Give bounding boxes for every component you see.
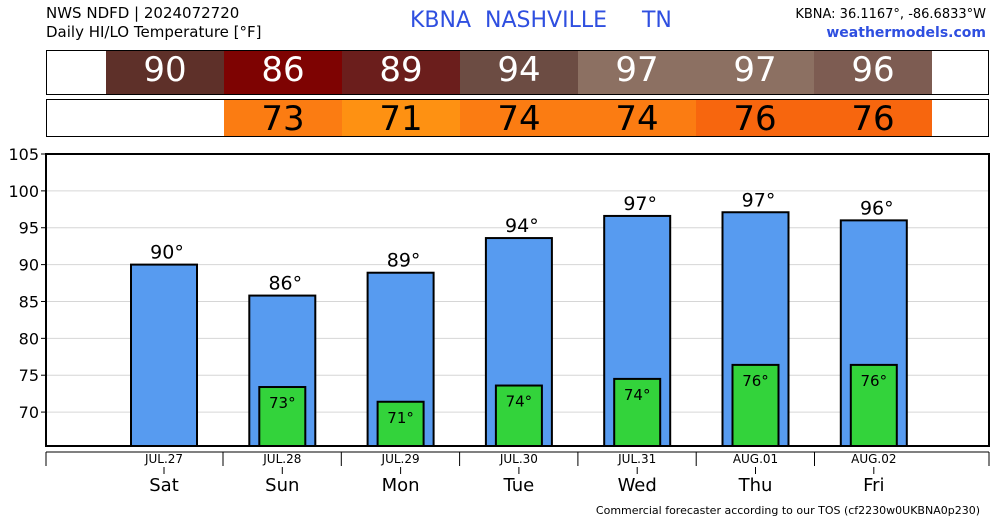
- x-day-label: Sat: [149, 475, 179, 496]
- high-temp-cell: 86: [224, 51, 342, 94]
- low-temp-cell: [106, 100, 224, 136]
- header-right: KBNA: 36.1167°, -86.6833°W weathermodels…: [795, 6, 986, 42]
- low-temp-cell: 74: [578, 100, 696, 139]
- low-temp-cell: 76: [814, 100, 932, 139]
- x-date-label: AUG.01: [733, 452, 778, 466]
- y-tick-label: 80: [19, 329, 39, 348]
- low-temp-cell: 74: [460, 100, 578, 139]
- low-bar-label: 71°: [387, 409, 414, 427]
- high-temp-cell: 96: [814, 51, 932, 94]
- y-tick-label: 95: [19, 219, 39, 238]
- high-bar: [130, 263, 198, 447]
- high-bar-label: 96°: [860, 197, 894, 219]
- high-temp-cell: 97: [578, 51, 696, 94]
- high-temp-strip: 90 86 89 94 97 97 96: [46, 50, 989, 95]
- high-temp-cell: 97: [696, 51, 814, 94]
- high-temp-cell: 90: [106, 51, 224, 94]
- x-day-label: Sun: [265, 475, 299, 496]
- station-state: TN: [641, 8, 672, 33]
- low-bar: [849, 363, 898, 447]
- high-bar-label: 97°: [623, 193, 657, 215]
- x-date-label: JUL.31: [617, 452, 656, 466]
- y-tick-label: 90: [19, 256, 39, 275]
- low-temp-cell: 73: [224, 100, 342, 139]
- high-bar-label: 90°: [150, 242, 184, 264]
- low-bar: [376, 400, 425, 447]
- y-tick-label: 70: [19, 403, 39, 422]
- x-day-label: Wed: [618, 475, 657, 496]
- y-tick-label: 100: [8, 182, 39, 201]
- x-date-label: JUL.30: [499, 452, 538, 466]
- y-tick-label: 75: [19, 366, 39, 385]
- high-temp-cell: 89: [342, 51, 460, 94]
- x-day-label: Mon: [382, 475, 420, 496]
- x-date-label: AUG.02: [851, 452, 896, 466]
- x-date-label: JUL.28: [262, 452, 301, 466]
- site-link[interactable]: weathermodels.com: [826, 25, 986, 41]
- low-temp-cell: 71: [342, 100, 460, 139]
- x-day-label: Fri: [863, 475, 884, 496]
- high-bar-label: 89°: [387, 250, 421, 272]
- low-bar-label: 74°: [506, 393, 533, 411]
- low-bar: [731, 363, 780, 447]
- plot-frame: [45, 153, 990, 447]
- low-bar-label: 73°: [269, 394, 296, 412]
- x-day-label: Thu: [738, 475, 773, 496]
- station-coords: KBNA: 36.1167°, -86.6833°W: [795, 7, 986, 22]
- x-date-label: JUL.27: [144, 452, 183, 466]
- x-day-label: Tue: [503, 475, 535, 496]
- header-left: NWS NDFD | 2024072720 Daily HI/LO Temper…: [46, 4, 262, 42]
- high-temp-cell: 94: [460, 51, 578, 94]
- x-date-label: JUL.29: [381, 452, 420, 466]
- station-id: KBNA: [410, 8, 472, 33]
- low-temp-cell: 76: [696, 100, 814, 139]
- station-title: KBNA NASHVILLE TN: [410, 8, 672, 33]
- y-tick-label: 105: [8, 145, 39, 164]
- low-bar-label: 74°: [624, 386, 651, 404]
- high-bar-label: 86°: [268, 273, 302, 295]
- product-title: NWS NDFD | 2024072720: [46, 4, 240, 22]
- station-city: NASHVILLE: [485, 8, 607, 33]
- high-bar-label: 97°: [742, 189, 776, 211]
- footer-note: Commercial forecaster according to our T…: [595, 504, 980, 517]
- low-temp-strip: 73 71 74 74 76 76: [46, 99, 989, 139]
- high-bar-label: 94°: [505, 215, 539, 237]
- y-tick-label: 85: [19, 292, 39, 311]
- low-bar: [494, 384, 543, 447]
- product-subtitle: Daily HI/LO Temperature [°F]: [46, 23, 262, 41]
- low-bar-label: 76°: [742, 372, 769, 390]
- low-bar-label: 76°: [861, 372, 888, 390]
- low-bar: [613, 377, 662, 447]
- low-bar: [258, 386, 307, 447]
